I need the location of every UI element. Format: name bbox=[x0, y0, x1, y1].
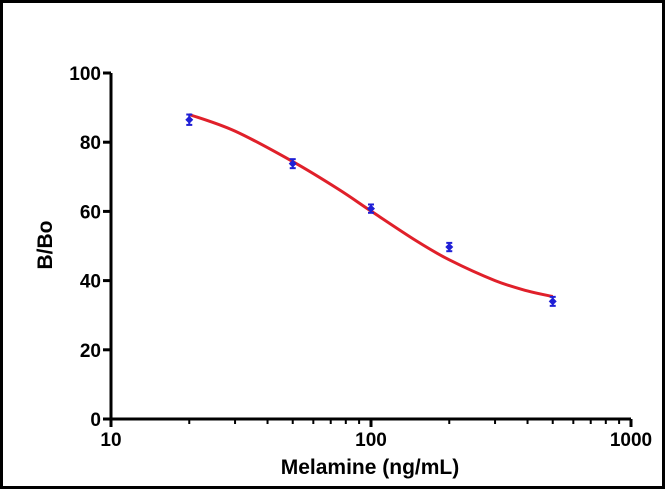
y-ticks: 0 20 40 60 80 100 bbox=[69, 64, 111, 431]
y-tick-label: 0 bbox=[90, 410, 101, 431]
data-point bbox=[445, 241, 454, 253]
data-point bbox=[288, 158, 297, 170]
x-tick-label: 1000 bbox=[610, 430, 652, 451]
data-points bbox=[185, 113, 557, 307]
data-point bbox=[548, 295, 557, 307]
y-tick-label: 20 bbox=[80, 341, 101, 362]
x-tick-label: 10 bbox=[100, 430, 121, 451]
y-tick-label: 80 bbox=[80, 133, 101, 154]
data-marker bbox=[548, 297, 557, 306]
data-marker bbox=[367, 204, 375, 213]
data-marker bbox=[445, 243, 454, 252]
data-point bbox=[185, 113, 194, 126]
fit-curve bbox=[188, 113, 554, 298]
x-tick-label: 100 bbox=[355, 430, 387, 451]
y-tick-label: 40 bbox=[80, 272, 101, 293]
data-point bbox=[367, 203, 375, 214]
data-marker bbox=[185, 115, 194, 124]
x-axis-title: Melamine (ng/mL) bbox=[281, 456, 460, 479]
y-axis-title: B/Bo bbox=[34, 221, 57, 270]
data-marker bbox=[288, 159, 297, 168]
y-tick-label: 60 bbox=[80, 202, 101, 223]
y-tick-label: 100 bbox=[69, 64, 101, 85]
x-ticks: 10 100 1000 bbox=[100, 419, 652, 451]
